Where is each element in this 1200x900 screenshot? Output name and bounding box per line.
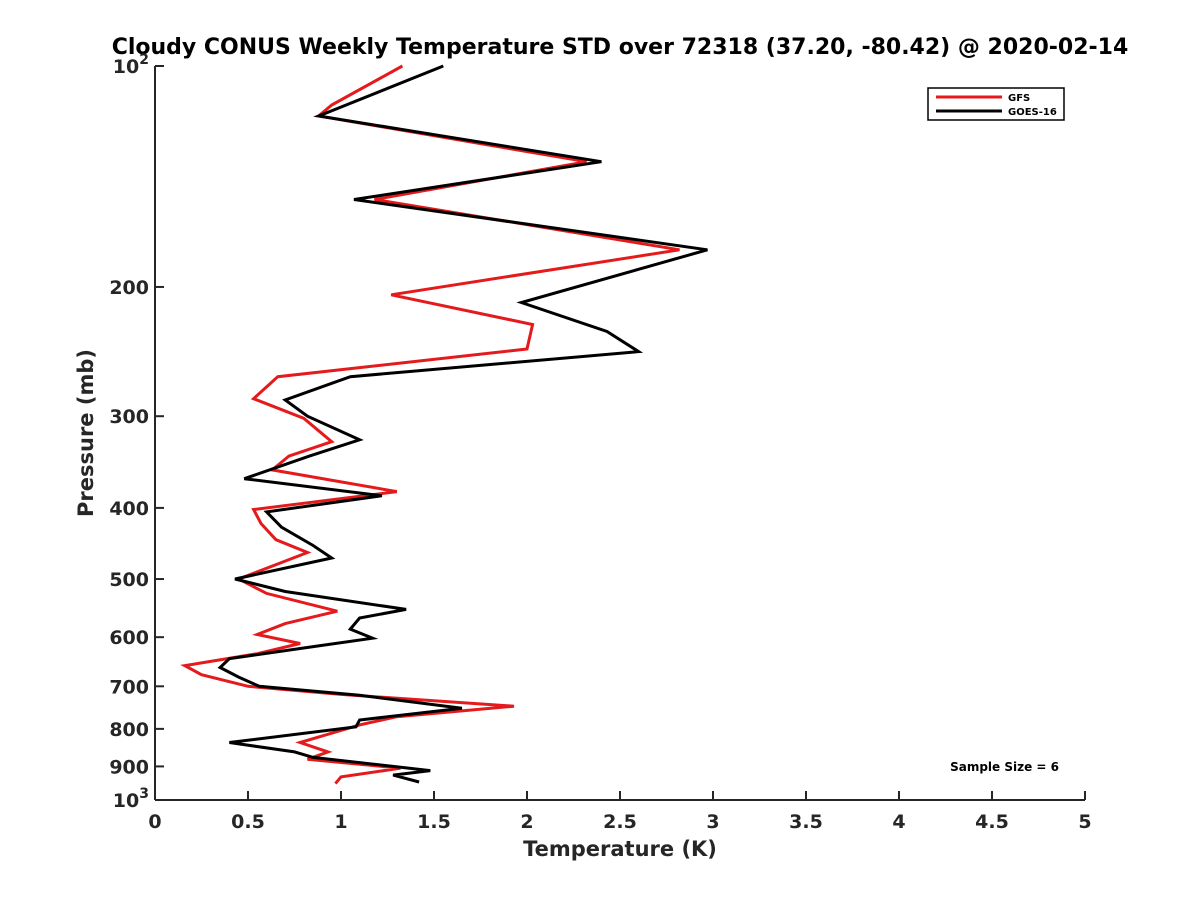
y-tick-label: 400 xyxy=(109,498,149,520)
series-line-gfs xyxy=(180,64,680,785)
x-tick-label: 4 xyxy=(892,811,905,833)
x-tick-label: 0.5 xyxy=(231,811,265,833)
x-axis-label: Temperature (K) xyxy=(523,837,717,861)
y-tick-label: 500 xyxy=(109,569,149,591)
x-tick-label: 1 xyxy=(334,811,347,833)
x-tick-label: 2.5 xyxy=(603,811,637,833)
sample-size-annotation: Sample Size = 6 xyxy=(950,760,1059,774)
x-tick-label: 3 xyxy=(706,811,719,833)
legend: GFS GOES-16 xyxy=(927,87,1065,121)
series-layer xyxy=(180,64,708,785)
y-tick-label: 600 xyxy=(109,627,149,649)
y-tick-label: 102 xyxy=(113,52,149,78)
legend-label-goes16: GOES-16 xyxy=(1008,107,1057,118)
series-line-goes16 xyxy=(217,64,708,784)
x-tick-label: 1.5 xyxy=(417,811,451,833)
y-ticks: 102 200 300 400 500 600 700 800 900 103 xyxy=(109,52,164,812)
y-axis-label: Pressure (mb) xyxy=(74,349,98,517)
x-tick-label: 3.5 xyxy=(789,811,823,833)
x-tick-label: 4.5 xyxy=(975,811,1009,833)
x-tick-label: 0 xyxy=(148,811,161,833)
x-ticks: 0 0.5 1 1.5 2 2.5 3 3.5 4 4.5 5 xyxy=(148,791,1092,833)
y-tick-label: 900 xyxy=(109,756,149,778)
legend-box xyxy=(927,87,1065,121)
x-tick-label: 5 xyxy=(1078,811,1091,833)
x-tick-label: 2 xyxy=(520,811,533,833)
y-tick-label: 200 xyxy=(109,277,149,299)
y-tick-label: 103 xyxy=(113,786,149,812)
y-tick-label: 300 xyxy=(109,406,149,428)
y-tick-label: 800 xyxy=(109,719,149,741)
legend-label-gfs: GFS xyxy=(1008,93,1030,104)
y-tick-label: 700 xyxy=(109,676,149,698)
chart-title: Cloudy CONUS Weekly Temperature STD over… xyxy=(112,35,1129,60)
